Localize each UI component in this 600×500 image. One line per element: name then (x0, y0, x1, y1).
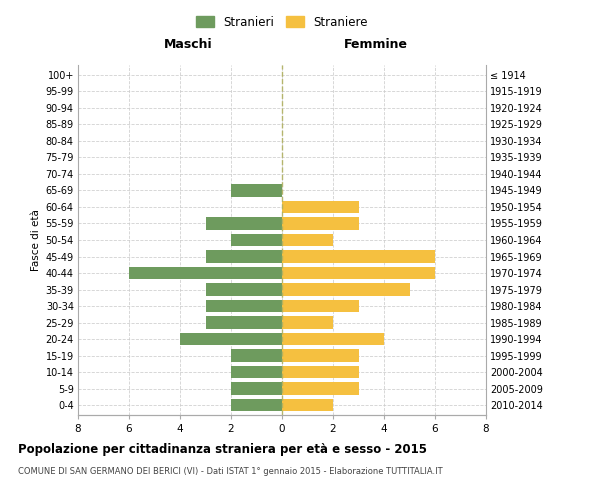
Bar (282, 316, 333, 328)
Bar (180, 333, 282, 345)
Bar (282, 267, 435, 279)
Bar (206, 284, 282, 296)
Bar (282, 300, 359, 312)
Bar (282, 284, 410, 296)
Bar (206, 218, 282, 230)
Bar (129, 267, 282, 279)
Bar (282, 382, 359, 395)
Text: Maschi: Maschi (164, 38, 212, 51)
Bar (231, 399, 282, 411)
Bar (282, 234, 333, 246)
Bar (231, 234, 282, 246)
Bar (282, 350, 359, 362)
Bar (206, 250, 282, 262)
Bar (206, 300, 282, 312)
Bar (282, 333, 384, 345)
Legend: Stranieri, Straniere: Stranieri, Straniere (191, 11, 373, 34)
Bar (231, 350, 282, 362)
Text: COMUNE DI SAN GERMANO DEI BERICI (VI) - Dati ISTAT 1° gennaio 2015 - Elaborazion: COMUNE DI SAN GERMANO DEI BERICI (VI) - … (18, 468, 443, 476)
Y-axis label: Fasce di età: Fasce di età (31, 209, 41, 271)
Bar (282, 218, 359, 230)
Text: Femmine: Femmine (344, 38, 408, 51)
Bar (231, 184, 282, 196)
Text: Popolazione per cittadinanza straniera per età e sesso - 2015: Popolazione per cittadinanza straniera p… (18, 442, 427, 456)
Bar (206, 316, 282, 328)
Bar (231, 382, 282, 395)
Bar (282, 399, 333, 411)
Bar (282, 201, 359, 213)
Bar (282, 366, 359, 378)
Bar (282, 250, 435, 262)
Bar (231, 366, 282, 378)
